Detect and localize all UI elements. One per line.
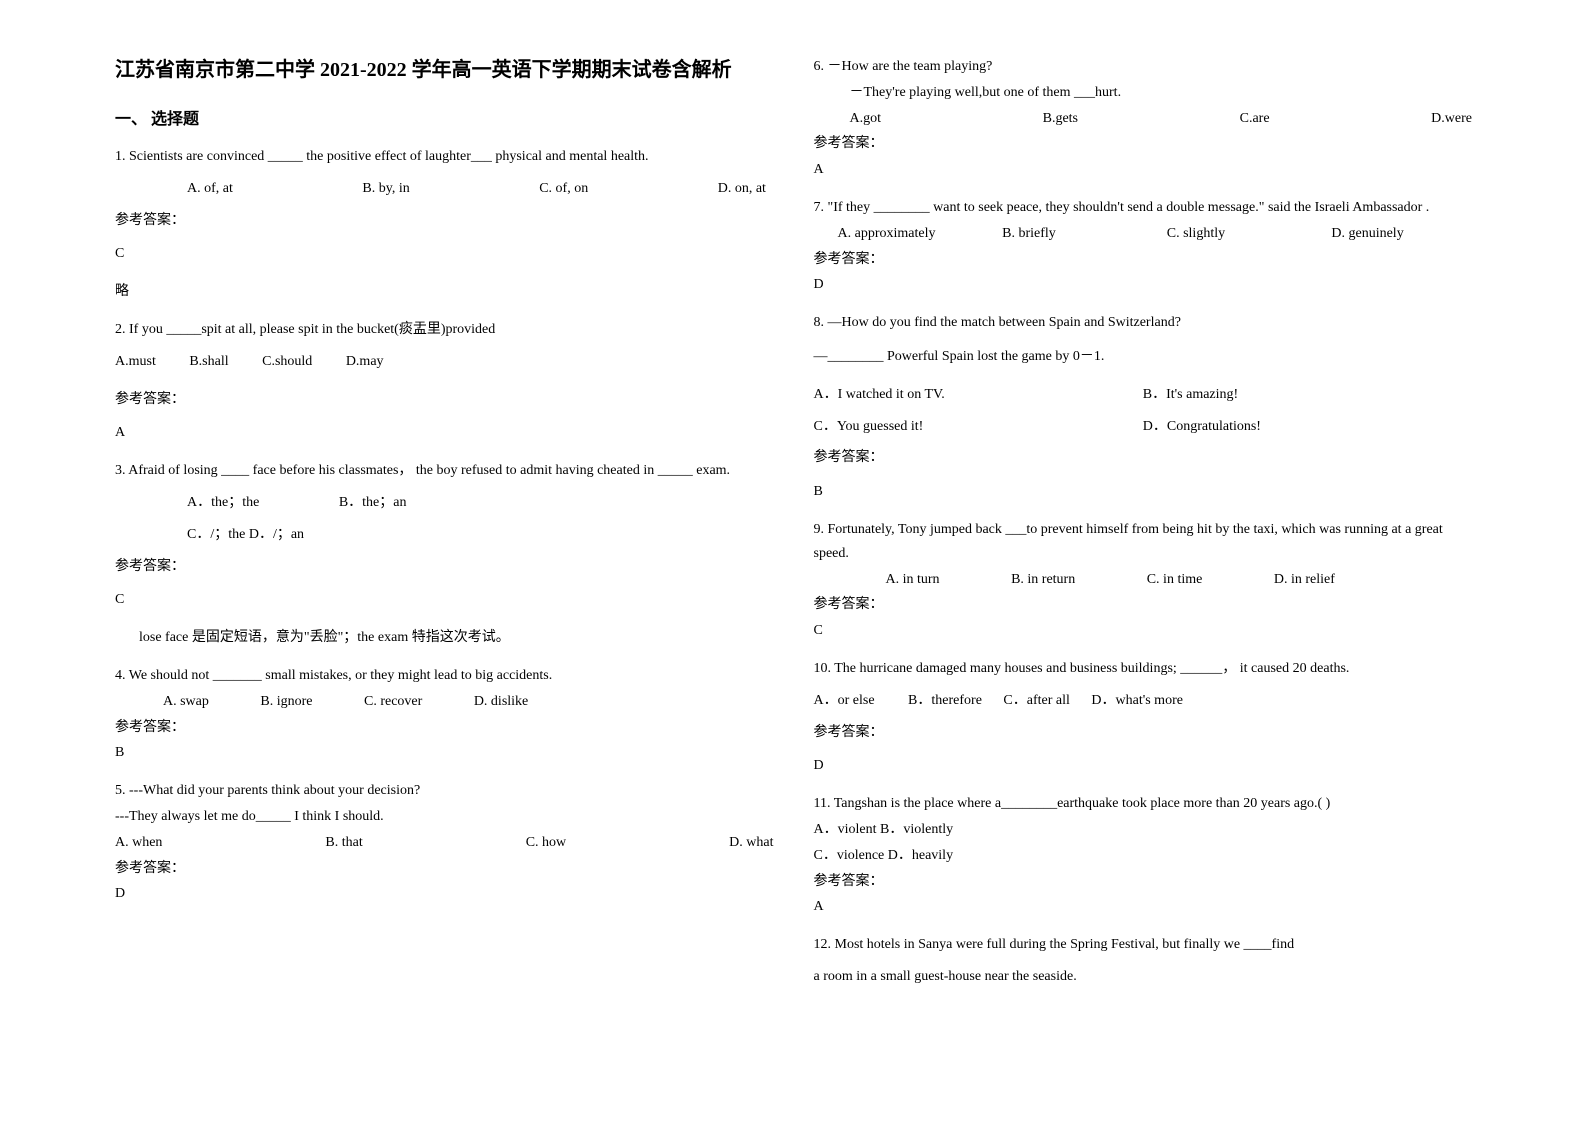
q7-ans: D — [814, 273, 1473, 297]
q4-options: A. swap B. ignore C. recover D. dislike — [115, 690, 774, 714]
q6-ans-label: 参考答案： — [814, 132, 1473, 156]
q9-ans-label: 参考答案： — [814, 593, 1473, 617]
q11-opts-2: C．violence D．heavily — [814, 844, 1473, 868]
q2-options: A.must B.shall C.should D.may — [115, 350, 774, 374]
q5-opt-d: D. what — [729, 831, 773, 855]
q5-text2: ---They always let me do_____ I think I … — [115, 805, 774, 829]
q4-ans-label: 参考答案： — [115, 716, 774, 740]
q6-opt-b: B.gets — [1007, 107, 1078, 131]
q1-ans: C — [115, 242, 774, 266]
q2-opt-a: A.must — [115, 350, 156, 374]
q2-opt-d: D.may — [346, 350, 384, 374]
q5-text1: 5. ---What did your parents think about … — [115, 779, 774, 803]
q12-text1: 12. Most hotels in Sanya were full durin… — [814, 933, 1473, 957]
q11-opts-1: A．violent B．violently — [814, 818, 1473, 842]
q3-ans: C — [115, 588, 774, 612]
q1-text: 1. Scientists are convinced _____ the po… — [115, 145, 774, 169]
q3-text: 3. Afraid of losing ____ face before his… — [115, 459, 774, 483]
q10-text: 10. The hurricane damaged many houses an… — [814, 657, 1473, 681]
q9-opt-d: D. in relief — [1238, 568, 1335, 592]
q1-ans-label: 参考答案： — [115, 209, 774, 233]
q3-options-2: C．/；the D．/；an — [115, 523, 774, 547]
q5-ans-label: 参考答案： — [115, 857, 774, 881]
left-column: 江苏省南京市第二中学 2021-2022 学年高一英语下学期期末试卷含解析 一、… — [95, 55, 794, 1067]
q5-ans: D — [115, 882, 774, 906]
q8-options-2: C．You guessed it! D．Congratulations! — [814, 415, 1473, 439]
q6-opt-c: C.are — [1204, 107, 1270, 131]
q8-opt-c: C．You guessed it! — [814, 415, 1143, 439]
right-column: 6. －How are the team playing? －They're p… — [794, 55, 1493, 1067]
q8-opt-b: B．It's amazing! — [1143, 383, 1472, 407]
q11-text: 11. Tangshan is the place where a_______… — [814, 792, 1473, 816]
q9-opt-a: A. in turn — [850, 568, 940, 592]
q4-text: 4. We should not _______ small mistakes,… — [115, 664, 774, 688]
q1-opt-d: D. on, at — [682, 177, 766, 201]
q7-ans-label: 参考答案： — [814, 248, 1473, 272]
q7-opt-d: D. genuinely — [1307, 222, 1472, 246]
q1-opt-b: B. by, in — [326, 177, 409, 201]
q2-ans-label: 参考答案： — [115, 388, 774, 412]
q3-opt-cd: C．/；the D．/；an — [151, 523, 304, 547]
q2-ans: A — [115, 421, 774, 445]
q6-text1: 6. －How are the team playing? — [814, 55, 1473, 79]
q6-opt-d: D.were — [1395, 107, 1472, 131]
q7-opt-b: B. briefly — [978, 222, 1143, 246]
q8-opt-a: A．I watched it on TV. — [814, 383, 1143, 407]
q9-text: 9. Fortunately, Tony jumped back ___to p… — [814, 518, 1473, 566]
q9-opt-c: C. in time — [1111, 568, 1203, 592]
q1-opt-a: A. of, at — [151, 177, 233, 201]
q9-opt-b: B. in return — [975, 568, 1075, 592]
q8-ans: B — [814, 480, 1473, 504]
q2-opt-b: B.shall — [189, 350, 228, 374]
q3-opt-a: A．the；the — [151, 491, 259, 515]
q12-text2: a room in a small guest-house near the s… — [814, 965, 1473, 989]
q10-ans-label: 参考答案： — [814, 721, 1473, 745]
q3-options-1: A．the；the B．the；an — [115, 491, 774, 515]
q9-ans: C — [814, 619, 1473, 643]
q7-opt-a: A. approximately — [814, 222, 979, 246]
q10-opt-c: C．after all — [1003, 689, 1069, 713]
q4-opt-d: D. dislike — [450, 690, 528, 714]
q10-opt-b: B．therefore — [908, 689, 982, 713]
q6-text2: －They're playing well,but one of them __… — [814, 81, 1473, 105]
q2-text: 2. If you _____spit at all, please spit … — [115, 318, 774, 342]
q4-opt-c: C. recover — [340, 690, 422, 714]
q7-opt-c: C. slightly — [1143, 222, 1308, 246]
q5-opt-c: C. how — [526, 831, 566, 855]
q10-opt-a: A．or else — [814, 689, 875, 713]
q8-ans-label: 参考答案： — [814, 446, 1473, 470]
q1-opt-c: C. of, on — [503, 177, 588, 201]
q7-options: A. approximately B. briefly C. slightly … — [814, 222, 1473, 246]
q4-opt-a: A. swap — [139, 690, 209, 714]
q10-opt-d: D．what's more — [1091, 689, 1183, 713]
q5-opt-a: A. when — [115, 831, 162, 855]
q6-options: A.got B.gets C.are D.were — [814, 107, 1473, 131]
q1-exp: 略 — [115, 280, 774, 304]
q4-opt-b: B. ignore — [236, 690, 312, 714]
q8-options-1: A．I watched it on TV. B．It's amazing! — [814, 383, 1473, 407]
q9-options: A. in turn B. in return C. in time D. in… — [814, 568, 1473, 592]
q2-opt-c: C.should — [262, 350, 312, 374]
q5-options: A. when B. that C. how D. what — [115, 831, 774, 855]
q10-options: A．or else B．therefore C．after all D．what… — [814, 689, 1473, 713]
q8-text1: 8. —How do you find the match between Sp… — [814, 311, 1473, 335]
q3-exp: lose face 是固定短语，意为"丢脸"；the exam 特指这次考试。 — [115, 626, 774, 650]
q6-opt-a: A.got — [814, 107, 882, 131]
q10-ans: D — [814, 754, 1473, 778]
q1-options: A. of, at B. by, in C. of, on D. on, at — [115, 177, 774, 201]
q6-ans: A — [814, 158, 1473, 182]
q3-ans-label: 参考答案： — [115, 555, 774, 579]
section-heading: 一、 选择题 — [115, 105, 774, 129]
q8-text2: —________ Powerful Spain lost the game b… — [814, 345, 1473, 369]
q11-ans: A — [814, 895, 1473, 919]
q8-opt-d: D．Congratulations! — [1143, 415, 1472, 439]
q7-text: 7. "If they ________ want to seek peace,… — [814, 196, 1473, 220]
doc-title: 江苏省南京市第二中学 2021-2022 学年高一英语下学期期末试卷含解析 — [115, 55, 774, 85]
q4-ans: B — [115, 741, 774, 765]
q11-ans-label: 参考答案： — [814, 870, 1473, 894]
q5-opt-b: B. that — [325, 831, 362, 855]
q3-opt-b: B．the；an — [303, 491, 407, 515]
